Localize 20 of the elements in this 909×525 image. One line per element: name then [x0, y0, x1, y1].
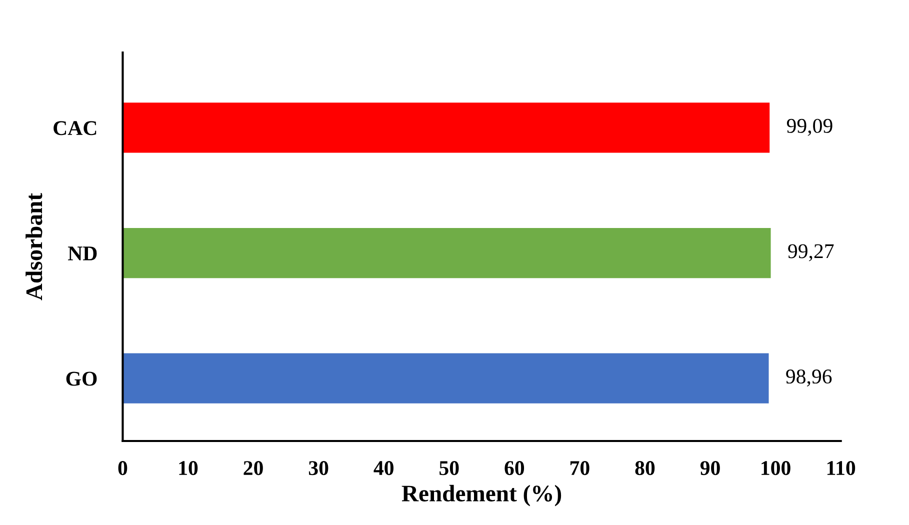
- x-tick-label: 50: [440, 461, 459, 476]
- y-tick-label: ND: [68, 246, 97, 260]
- y-tick-label: CAC: [54, 121, 96, 136]
- data-label: 99,09: [786, 118, 832, 136]
- x-tick-label: 10: [179, 461, 198, 476]
- x-tick-label: 30: [308, 461, 328, 476]
- x-tick-label: 40: [374, 461, 394, 476]
- x-tick-label: 100: [762, 461, 790, 476]
- data-label: 99,27: [788, 244, 834, 262]
- x-tick-label: 60: [504, 461, 524, 476]
- x-tick-label: 0: [118, 461, 128, 476]
- x-tick-label: 90: [700, 461, 720, 476]
- x-axis-title: Rendement (%): [402, 484, 562, 506]
- x-tick-label: 110: [827, 461, 856, 476]
- x-tick-label: 80: [635, 461, 655, 476]
- x-tick-label: 20: [244, 461, 263, 476]
- data-label: 98,96: [786, 369, 832, 387]
- y-axis-title: Adsorbant: [26, 193, 42, 300]
- x-tick-label: 70: [570, 461, 590, 476]
- y-tick-label: GO: [66, 372, 97, 386]
